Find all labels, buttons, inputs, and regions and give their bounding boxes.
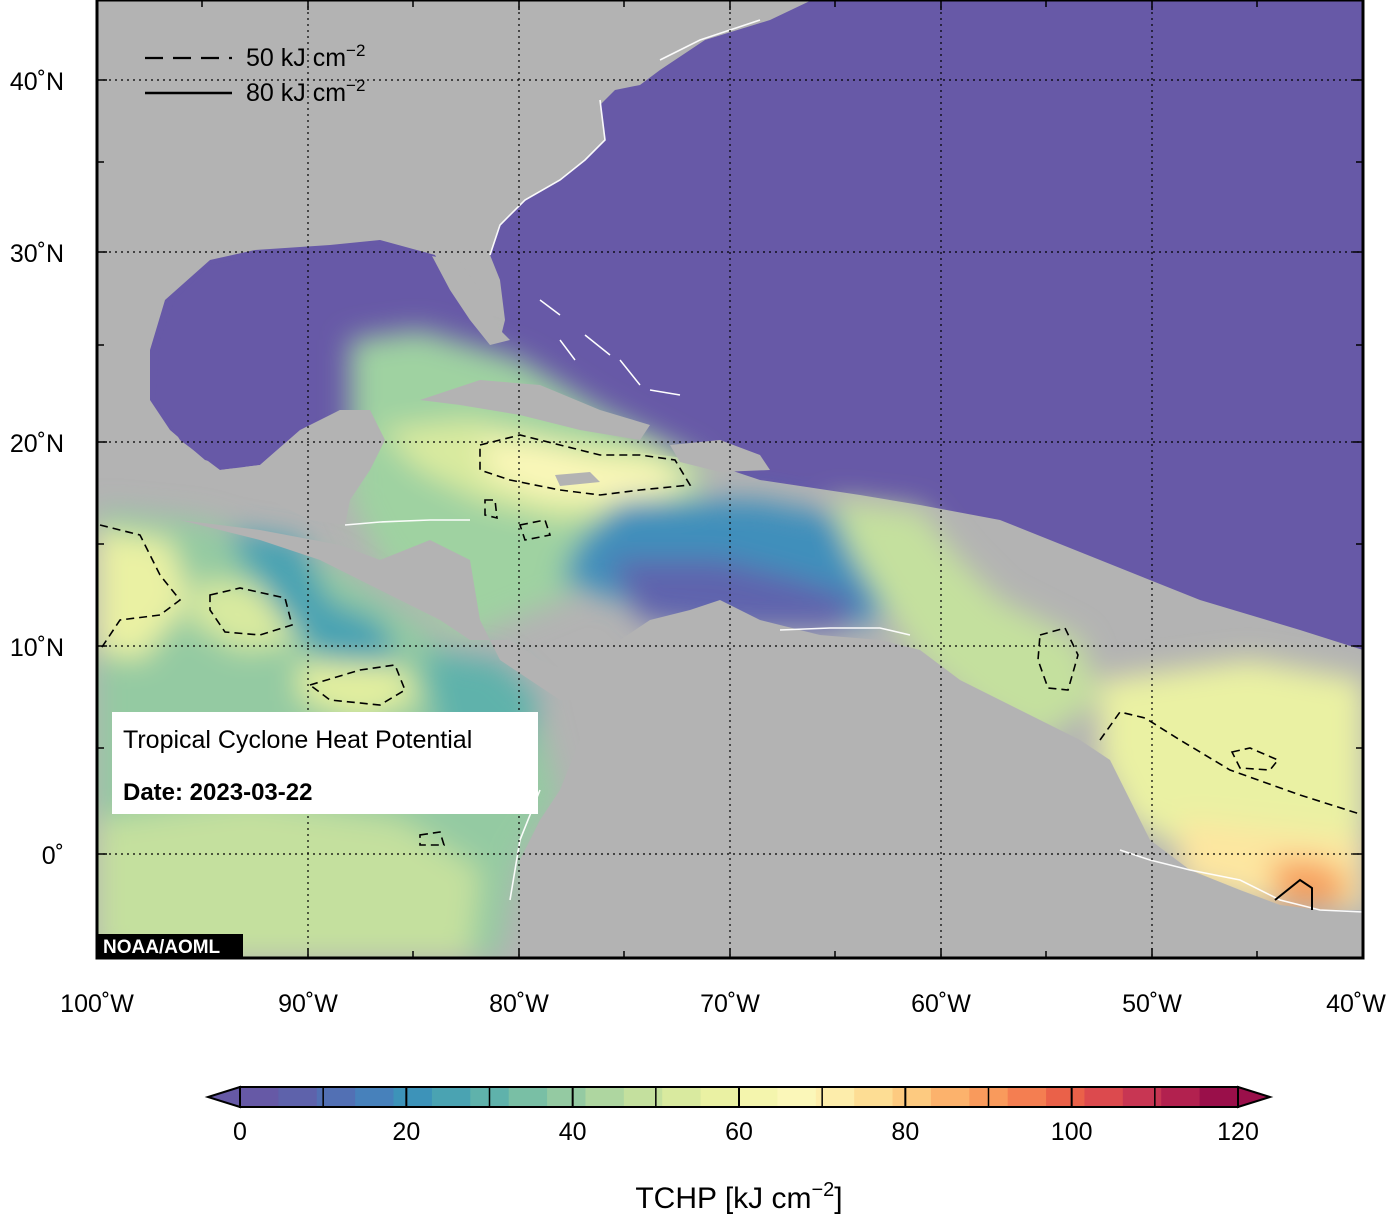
colorbar-cell bbox=[547, 1087, 587, 1107]
lon-label-40w: 40˚W bbox=[1326, 990, 1386, 1018]
colorbar-cell bbox=[1122, 1087, 1162, 1107]
atlantic-ocean bbox=[150, 0, 1363, 650]
colorbar-ticks: 0 20 40 60 80 100 120 bbox=[233, 1087, 1259, 1146]
contour-legend: 50 kJ cm−2 80 kJ cm−2 bbox=[145, 41, 365, 107]
colorbar-tick-label: 20 bbox=[392, 1118, 420, 1146]
colorbar-cell bbox=[930, 1087, 970, 1107]
colorbar-cell bbox=[1161, 1087, 1201, 1107]
colorbar-tick-label: 40 bbox=[559, 1118, 587, 1146]
colorbar-cell bbox=[1084, 1087, 1124, 1107]
credit-label: NOAA/AOML bbox=[103, 937, 221, 958]
colorbar-cell bbox=[777, 1087, 817, 1107]
colorbar-cell bbox=[1007, 1087, 1047, 1107]
colorbar-cell bbox=[508, 1087, 548, 1107]
map-panel: 50 kJ cm−2 80 kJ cm−2 Tropical Cyclone H… bbox=[97, 0, 1363, 958]
lat-label-10n: 10˚N bbox=[10, 634, 64, 662]
colorbar-cell bbox=[431, 1087, 471, 1107]
colorbar-cell bbox=[278, 1087, 318, 1107]
colorbar-cell bbox=[623, 1087, 663, 1107]
colorbar-cell bbox=[585, 1087, 625, 1107]
lat-label-30n: 30˚N bbox=[10, 240, 64, 268]
legend-50-label: 50 kJ cm−2 bbox=[246, 41, 365, 72]
credit-badge: NOAA/AOML bbox=[97, 934, 243, 958]
south-america bbox=[520, 600, 1363, 958]
legend-80-label: 80 kJ cm−2 bbox=[246, 76, 365, 107]
lon-label-80w: 80˚W bbox=[489, 990, 549, 1018]
bahamas-islands bbox=[539, 299, 681, 396]
lon-labels: 100˚W 90˚W 80˚W 70˚W 60˚W 50˚W 40˚W bbox=[60, 990, 1386, 1018]
colorbar-tick-label: 100 bbox=[1051, 1118, 1093, 1146]
gulf-of-mexico bbox=[155, 245, 480, 470]
colorbar-cells bbox=[240, 1087, 1239, 1107]
colorbar-cell bbox=[815, 1087, 855, 1107]
colorbar-cell bbox=[355, 1087, 395, 1107]
colorbar-cell bbox=[1199, 1087, 1239, 1107]
colorbar: 0 20 40 60 80 100 120 TCHP [kJ cm−2] bbox=[204, 1085, 1274, 1215]
colorbar-title: TCHP [kJ cm−2] bbox=[635, 1179, 842, 1215]
jamaica bbox=[555, 472, 600, 486]
colorbar-tick-label: 120 bbox=[1217, 1118, 1259, 1146]
colorbar-cell bbox=[662, 1087, 702, 1107]
lon-label-90w: 90˚W bbox=[278, 990, 338, 1018]
colorbar-right-arrow bbox=[1237, 1085, 1274, 1109]
land-masses bbox=[180, 256, 1363, 958]
colorbar-cell bbox=[316, 1087, 356, 1107]
title-box: Tropical Cyclone Heat Potential Date: 20… bbox=[112, 712, 538, 814]
cuba bbox=[420, 380, 650, 440]
contours-80 bbox=[1274, 878, 1313, 910]
central-america bbox=[180, 520, 590, 700]
yucatan bbox=[220, 410, 385, 525]
colorbar-cell bbox=[854, 1087, 894, 1107]
lat-label-40n: 40˚N bbox=[10, 68, 64, 96]
colorbar-tick-label: 80 bbox=[891, 1118, 919, 1146]
colorbar-left-arrow bbox=[204, 1085, 241, 1109]
colorbar-cell bbox=[892, 1087, 932, 1107]
map-title: Tropical Cyclone Heat Potential bbox=[123, 726, 472, 754]
colorbar-cell bbox=[393, 1087, 433, 1107]
florida bbox=[432, 256, 510, 345]
lon-label-100w: 100˚W bbox=[60, 990, 134, 1018]
lon-label-60w: 60˚W bbox=[911, 990, 971, 1018]
colorbar-tick-label: 0 bbox=[233, 1118, 247, 1146]
colorbar-cell bbox=[1046, 1087, 1086, 1107]
lat-label-0: 0˚ bbox=[42, 842, 64, 870]
colorbar-cell bbox=[739, 1087, 778, 1107]
colorbar-cell bbox=[240, 1087, 279, 1107]
lat-labels: 40˚N 30˚N 20˚N 10˚N 0˚ bbox=[10, 68, 64, 870]
colorbar-cell bbox=[700, 1087, 740, 1107]
lon-label-70w: 70˚W bbox=[700, 990, 760, 1018]
tick-marks bbox=[97, 0, 1363, 958]
contours-50 bbox=[99, 434, 1363, 846]
lon-label-50w: 50˚W bbox=[1122, 990, 1182, 1018]
map-date: Date: 2023-03-22 bbox=[123, 779, 312, 806]
hispaniola bbox=[670, 440, 770, 472]
colorbar-tick-label: 60 bbox=[725, 1118, 753, 1146]
lat-label-20n: 20˚N bbox=[10, 430, 64, 458]
